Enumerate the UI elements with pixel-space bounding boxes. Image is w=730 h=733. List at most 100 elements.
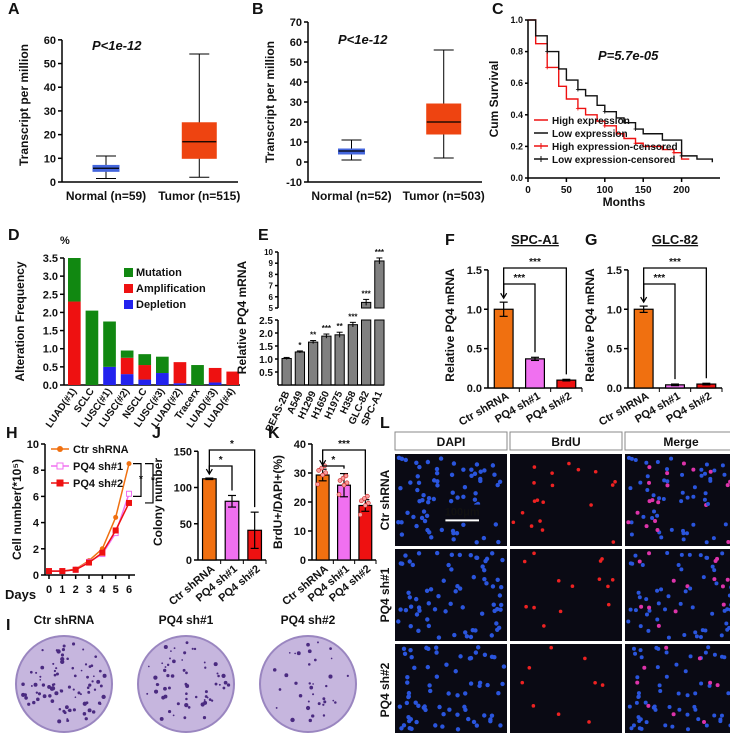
nucleus <box>401 723 407 728</box>
nucleus <box>463 691 468 696</box>
nucleus <box>425 459 431 465</box>
nucleus <box>461 522 466 527</box>
y-tick-label: 0 <box>186 555 192 567</box>
panel-label: F <box>445 232 455 249</box>
legend-label: High expression <box>552 116 630 127</box>
x-tick-label: 0 <box>525 185 531 196</box>
colony <box>323 700 327 704</box>
colony <box>68 708 72 713</box>
colony <box>97 680 100 683</box>
nucleus <box>469 467 474 472</box>
nucleus <box>482 468 487 473</box>
nucleus <box>428 688 433 694</box>
nucleus <box>410 562 416 568</box>
merged-nucleus <box>628 607 633 612</box>
merged-nucleus <box>715 556 720 561</box>
merged-nucleus <box>691 467 696 472</box>
nucleus <box>466 716 471 722</box>
nucleus <box>401 646 407 651</box>
colony <box>72 688 75 691</box>
colony <box>294 652 296 655</box>
nucleus <box>489 551 495 556</box>
colony <box>170 650 172 652</box>
merged-nucleus <box>655 460 660 465</box>
nucleus <box>403 553 408 558</box>
nucleus <box>419 515 425 521</box>
y-tick-label: 50 <box>290 57 302 69</box>
nucleus <box>450 528 456 534</box>
nucleus <box>455 712 460 717</box>
nucleus <box>491 602 496 607</box>
colony <box>322 714 326 717</box>
merged-nucleus <box>635 510 640 515</box>
nucleus <box>472 497 478 502</box>
colony <box>80 669 83 672</box>
y-tick-label: 40 <box>294 439 306 451</box>
merged-nucleus <box>638 648 643 653</box>
nucleus <box>408 480 413 485</box>
bar-segment-mutation <box>103 321 116 367</box>
nucleus <box>396 520 401 525</box>
censor-mark <box>545 65 550 70</box>
arrow-icon <box>319 459 327 467</box>
colony <box>91 680 94 683</box>
nucleus <box>424 588 430 593</box>
legend-marker <box>56 479 64 487</box>
nucleus <box>497 479 503 484</box>
merged-nucleus <box>673 609 678 614</box>
y-tick-label: 1.0 <box>607 304 622 316</box>
nucleus <box>439 527 445 533</box>
merged-nucleus <box>676 563 681 568</box>
y-axis-label: Colony number <box>151 458 165 546</box>
brdu-nucleus <box>541 500 546 505</box>
merged-nucleus <box>698 553 703 558</box>
y-tick-label: 40 <box>44 82 56 94</box>
nucleus <box>496 625 502 631</box>
micrograph-brdu <box>510 549 622 641</box>
colony <box>58 707 62 711</box>
merged-nucleus <box>665 471 670 476</box>
nucleus <box>429 535 434 540</box>
legend-label: Mutation <box>136 267 182 279</box>
merged-nucleus <box>634 700 639 705</box>
merged-nucleus <box>653 519 658 524</box>
box <box>426 103 462 135</box>
nucleus <box>405 680 410 685</box>
brdu-nucleus <box>532 551 536 556</box>
data-point <box>72 566 79 573</box>
merged-nucleus <box>627 704 632 709</box>
nucleus <box>453 669 458 674</box>
colony <box>173 647 176 650</box>
arrow-icon <box>640 296 648 304</box>
merged-nucleus <box>642 665 647 670</box>
merged-nucleus <box>712 468 717 473</box>
x-tick-label: 100 <box>596 185 613 196</box>
significance-bracket <box>643 267 707 379</box>
nucleus <box>421 509 427 514</box>
data-point <box>365 493 370 499</box>
merged-nucleus <box>727 625 730 630</box>
y-axis-label: Cell number(*10⁵) <box>10 459 24 560</box>
culture-plate <box>259 635 357 733</box>
bar-segment-amplification <box>120 357 134 375</box>
panel-label: D <box>8 227 20 244</box>
significance-bracket <box>208 449 256 508</box>
brdu-nucleus <box>600 683 605 687</box>
colony <box>147 665 150 668</box>
colony <box>204 666 207 669</box>
merged-nucleus <box>639 726 644 731</box>
colony <box>66 657 69 661</box>
colony <box>185 671 188 675</box>
nucleus <box>462 704 467 710</box>
colony <box>290 717 295 723</box>
colony <box>99 702 102 705</box>
panel-label: E <box>258 227 269 244</box>
y-axis-label: Alteration Frequency <box>13 261 27 381</box>
colony <box>309 685 314 690</box>
x-tick-label: 200 <box>673 185 690 196</box>
merged-nucleus <box>656 601 661 606</box>
x-tick-label: 6 <box>126 584 132 596</box>
plate-label: PQ4 sh#2 <box>281 613 336 627</box>
y-tick-label: 0.2 <box>510 141 523 151</box>
micrograph-dapi <box>395 644 507 733</box>
